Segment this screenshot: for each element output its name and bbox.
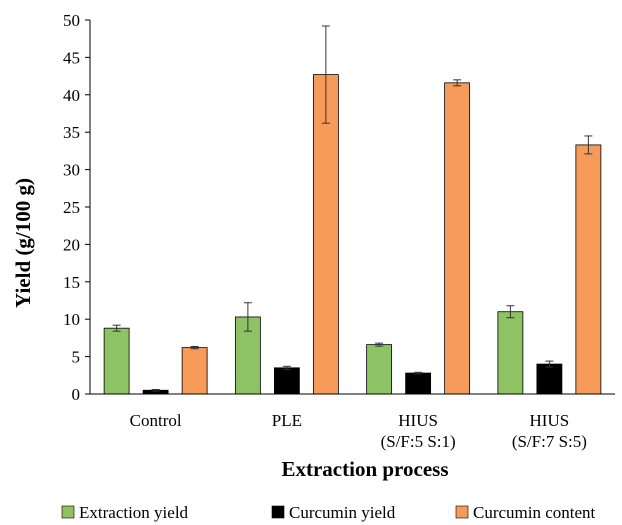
bar [312,74,339,395]
bar [405,372,432,395]
x-category-label: Control [130,411,182,430]
y-tick-label: 0 [72,385,81,404]
bar [366,344,393,395]
legend-label: Curcumin content [473,503,596,522]
y-axis-title: Yield (g/100 g) [11,178,35,308]
x-axis: Control PLE HIUS (S/F:5 S:1) HIUS (S/F:7 S:5) [90,393,615,451]
y-tick-label: 15 [63,273,80,292]
bar [103,327,130,395]
bars [103,25,602,395]
bar [575,144,602,395]
legend-swatch [455,505,469,519]
y-tick-label: 30 [63,161,80,180]
x-category-label: HIUS [398,411,438,430]
y-tick-label: 40 [63,86,80,105]
x-category-label: HIUS [530,411,570,430]
y-tick-label: 5 [72,348,81,367]
legend-label: Extraction yield [79,503,189,522]
legend-swatch [271,505,285,519]
legend: Extraction yield Curcumin yield Curcumin c… [61,503,596,522]
x-category-label: PLE [272,411,302,430]
x-category-label: (S/F:5 S:1) [381,432,456,451]
y-tick-label: 45 [63,48,80,67]
bar [273,367,300,395]
y-tick-label: 50 [63,11,80,30]
bar [497,311,524,395]
legend-swatch [61,505,75,519]
x-category-label: (S/F:7 S:5) [512,432,587,451]
bar [444,82,471,395]
y-tick-label: 20 [63,235,80,254]
x-axis-title: Extraction process [281,457,448,481]
y-tick-label: 10 [63,310,80,329]
legend-label: Curcumin yield [289,503,396,522]
y-tick-label: 35 [63,123,80,142]
y-tick-label: 25 [63,198,80,217]
bar [536,363,563,395]
y-axis: 0 5 10 15 20 25 30 35 40 45 50 [63,11,91,404]
bar [181,347,208,395]
